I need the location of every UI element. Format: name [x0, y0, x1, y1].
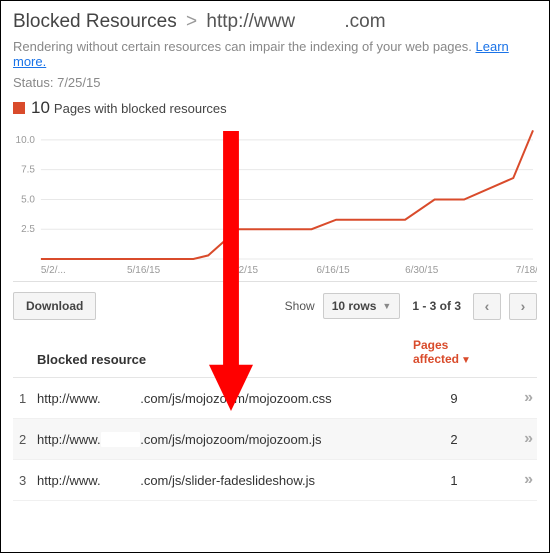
status-row: Status: 7/25/15 — [13, 75, 537, 90]
show-label: Show — [285, 299, 315, 313]
col-affected[interactable]: Pages affected▼ — [413, 338, 495, 367]
svg-text:6/16/15: 6/16/15 — [316, 265, 350, 276]
pages-affected: 2 — [413, 432, 495, 447]
pager-group: Show 10 rows ▼ 1 - 3 of 3 ‹ › — [285, 293, 537, 320]
redacted-domain: . — [101, 473, 141, 488]
svg-text:5/2/...: 5/2/... — [41, 265, 66, 276]
summary-count: 10 — [31, 98, 50, 118]
rows-select[interactable]: 10 rows ▼ — [323, 293, 401, 319]
table-row[interactable]: 2http://www...com/js/mojozoom/mojozoom.j… — [13, 419, 537, 460]
blocked-resources-table: Blocked resource Pages affected▼ 1http:/… — [13, 330, 537, 501]
page-title: Blocked Resources > http://www..com — [13, 11, 537, 33]
open-row-icon[interactable]: » — [495, 430, 531, 448]
open-row-icon[interactable]: » — [495, 389, 531, 407]
col-resource[interactable]: Blocked resource — [37, 352, 413, 367]
svg-text:6/2/15: 6/2/15 — [230, 265, 258, 276]
svg-text:7.5: 7.5 — [21, 165, 35, 176]
table-row[interactable]: 1http://www...com/js/mojozoom/mojozoom.c… — [13, 378, 537, 419]
row-index: 1 — [19, 391, 37, 406]
redacted-domain: . — [295, 11, 344, 33]
title-main: Blocked Resources — [13, 11, 177, 32]
page-subtext: Rendering without certain resources can … — [13, 39, 537, 69]
page-count: 1 - 3 of 3 — [412, 299, 461, 313]
resource-url: http://www...com/js/mojozoom/mojozoom.cs… — [37, 391, 413, 406]
table-header: Blocked resource Pages affected▼ — [13, 330, 537, 378]
svg-text:5/16/15: 5/16/15 — [127, 265, 161, 276]
table-row[interactable]: 3http://www...com/js/slider-fadeslidesho… — [13, 460, 537, 501]
next-page-button[interactable]: › — [509, 293, 537, 320]
resource-url: http://www...com/js/mojozoom/mojozoom.js — [37, 432, 413, 447]
redacted-domain: . — [101, 391, 141, 406]
blocked-resources-chart: 2.5 5.0 7.5 10.0 5/2/... 5/16/15 6/2/15 6/16/15… — [13, 122, 537, 277]
prev-page-button[interactable]: ‹ — [473, 293, 501, 320]
svg-text:5.0: 5.0 — [21, 194, 35, 205]
pages-affected: 9 — [413, 391, 495, 406]
resource-url: http://www...com/js/slider-fadeslideshow… — [37, 473, 413, 488]
chevron-down-icon: ▼ — [382, 301, 391, 311]
row-index: 3 — [19, 473, 37, 488]
divider — [13, 281, 537, 282]
row-index: 2 — [19, 432, 37, 447]
svg-text:10.0: 10.0 — [16, 135, 36, 146]
summary-label: Pages with blocked resources — [54, 101, 227, 116]
svg-text:7/18/15: 7/18/15 — [516, 265, 537, 276]
download-button[interactable]: Download — [13, 292, 96, 320]
svg-text:2.5: 2.5 — [21, 224, 35, 235]
series-swatch — [13, 102, 25, 114]
sort-desc-icon: ▼ — [461, 355, 471, 366]
svg-text:6/30/15: 6/30/15 — [405, 265, 439, 276]
title-url: http://www..com — [206, 11, 385, 32]
controls-row: Download Show 10 rows ▼ 1 - 3 of 3 ‹ › — [13, 292, 537, 320]
summary-row: 10 Pages with blocked resources — [13, 98, 537, 118]
open-row-icon[interactable]: » — [495, 471, 531, 489]
pages-affected: 1 — [413, 473, 495, 488]
breadcrumb-separator: > — [186, 11, 197, 32]
redacted-domain: . — [101, 432, 141, 447]
